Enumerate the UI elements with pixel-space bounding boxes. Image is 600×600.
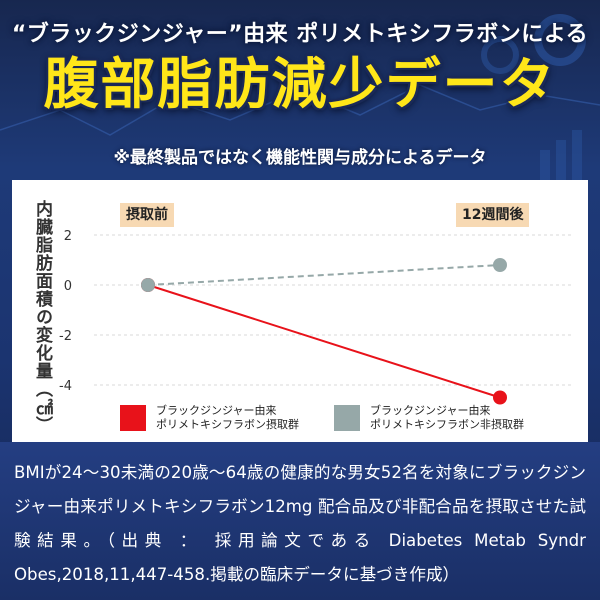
y-tick-label: -2 (59, 329, 72, 344)
data-point-0-1 (493, 390, 507, 405)
legend-label-intake: ブラックジンジャー由来 ポリメトキシフラボン摂取群 (156, 404, 299, 431)
series-line-0 (147, 284, 501, 399)
legend-swatch-non-intake (334, 405, 360, 431)
legend-label-non-intake: ブラックジンジャー由来 ポリメトキシフラボン非摂取群 (370, 404, 524, 431)
x-label-after: 12週間後 (456, 203, 530, 227)
y-tick-label: 2 (64, 229, 72, 244)
legend-item-non-intake: ブラックジンジャー由来 ポリメトキシフラボン非摂取群 (334, 404, 524, 432)
footer-text: BMIが24〜30未満の20歳〜64歳の健康的な男女52名を対象にブラックジンジ… (14, 463, 586, 584)
chart-plot: 2 0 -2 -4 (59, 229, 572, 405)
y-tick-label: -4 (59, 379, 72, 394)
chart-panel: 2 0 -2 -4 内臓脂肪面積の変化量（㎠） 摂取前 12週間後 ブラックジンジャー… (12, 180, 588, 442)
legend-swatch-intake (120, 405, 146, 431)
y-tick-label: 0 (64, 279, 72, 294)
headline: 腹部脂肪減少データ (43, 52, 557, 116)
legend-item-intake: ブラックジンジャー由来 ポリメトキシフラボン摂取群 (120, 404, 299, 432)
subtitle: “ブラックジンジャー”由来 ポリメトキシフラボンによる (11, 22, 589, 47)
data-point-1-1 (493, 258, 507, 272)
x-label-before: 摂取前 (120, 203, 174, 227)
footer-panel: BMIが24〜30未満の20歳〜64歳の健康的な男女52名を対象にブラックジンジ… (0, 442, 600, 600)
y-axis-label: 内臓脂肪面積の変化量（㎠） (32, 200, 52, 434)
note: ※最終製品ではなく機能性関与成分によるデータ (113, 148, 487, 168)
series-line-1 (147, 264, 501, 286)
data-point-1-0 (141, 278, 155, 292)
